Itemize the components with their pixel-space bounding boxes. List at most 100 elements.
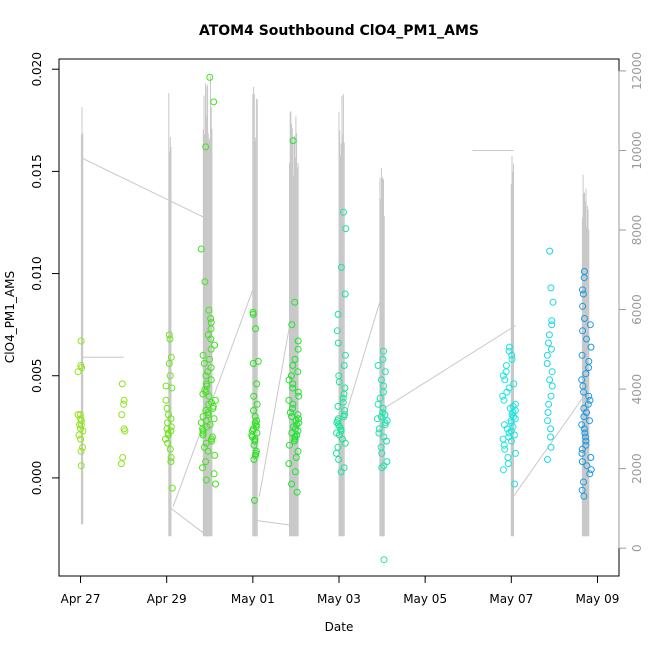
data-point — [547, 443, 555, 451]
data-point — [117, 460, 125, 468]
data-point — [546, 376, 554, 384]
data-point — [77, 435, 85, 443]
data-point — [502, 362, 510, 369]
data-point — [547, 433, 554, 441]
altitude-transit-line — [379, 325, 516, 412]
data-point — [582, 433, 589, 441]
data-point — [376, 394, 384, 402]
y2-tick-label: 12000 — [630, 52, 644, 90]
data-point — [335, 456, 343, 463]
data-point — [339, 394, 347, 402]
data-point — [202, 439, 210, 447]
data-point — [333, 327, 341, 335]
data-point — [579, 286, 586, 294]
y-tick-label: 0.000 — [30, 461, 44, 495]
data-point — [286, 409, 294, 416]
data-point — [585, 392, 593, 400]
data-point — [543, 360, 551, 367]
data-point — [292, 454, 300, 461]
data-point — [199, 390, 207, 398]
data-point — [586, 396, 594, 404]
data-point — [164, 439, 172, 447]
data-point — [77, 362, 85, 369]
data-point — [380, 462, 388, 470]
data-point — [578, 458, 586, 466]
data-point — [582, 437, 590, 445]
x-tick-label: May 07 — [489, 592, 533, 606]
altitude-transit-line — [254, 519, 299, 527]
altitude-transit-line — [82, 157, 206, 219]
data-point — [544, 456, 551, 463]
data-point — [252, 451, 259, 459]
data-point — [289, 380, 297, 388]
data-point — [512, 449, 519, 457]
y2-tick-label: 8000 — [630, 215, 644, 246]
data-point — [580, 388, 588, 396]
data-point — [285, 396, 293, 404]
data-point — [210, 470, 218, 478]
data-point — [375, 429, 383, 437]
data-point — [334, 310, 342, 318]
data-point — [379, 409, 387, 416]
data-point — [204, 409, 212, 416]
data-point — [118, 380, 126, 388]
data-point — [334, 402, 342, 410]
data-point — [341, 290, 349, 298]
data-point — [334, 339, 342, 347]
data-point — [289, 362, 297, 369]
data-point — [383, 417, 391, 425]
data-point — [294, 411, 302, 419]
data-point — [383, 437, 390, 445]
data-point — [586, 321, 594, 329]
data-point — [383, 458, 391, 466]
data-point — [200, 443, 208, 451]
data-point — [294, 427, 302, 435]
data-point — [581, 315, 588, 322]
data-point — [74, 368, 82, 376]
data-point — [580, 478, 587, 486]
data-point — [249, 360, 257, 367]
data-point — [286, 441, 293, 449]
data-point — [253, 400, 261, 408]
y-tick-label: 0.015 — [30, 154, 44, 188]
data-point — [199, 464, 206, 472]
data-point — [205, 306, 213, 314]
y2-tick-label: 4000 — [630, 374, 644, 405]
data-point — [377, 413, 385, 421]
x-tick-label: May 03 — [317, 592, 361, 606]
data-point — [375, 425, 383, 433]
data-point — [340, 208, 347, 216]
x-axis-label: Date — [325, 620, 354, 634]
data-point — [381, 421, 389, 429]
data-point — [293, 488, 301, 496]
data-point — [587, 343, 595, 351]
data-point — [207, 376, 215, 384]
data-point — [207, 364, 215, 372]
data-point — [162, 382, 170, 390]
data-point — [503, 388, 511, 396]
data-point — [578, 486, 586, 494]
data-point — [508, 355, 516, 363]
data-point — [341, 439, 349, 447]
data-point — [252, 325, 260, 333]
data-point — [548, 317, 556, 325]
x-tick-label: Apr 27 — [61, 592, 101, 606]
data-point — [294, 345, 302, 353]
data-point — [499, 435, 507, 443]
data-point — [167, 454, 175, 461]
data-point — [294, 388, 302, 396]
data-point — [579, 302, 587, 310]
x-tick-label: Apr 29 — [147, 592, 187, 606]
data-point — [294, 337, 302, 345]
data-point — [504, 460, 512, 468]
data-point — [507, 437, 515, 445]
data-point — [510, 380, 518, 388]
data-point — [202, 372, 210, 380]
data-point — [288, 321, 296, 329]
data-point — [341, 351, 349, 359]
data-point — [499, 466, 507, 474]
data-point — [578, 449, 586, 457]
data-point — [340, 362, 348, 369]
data-point — [378, 464, 386, 472]
